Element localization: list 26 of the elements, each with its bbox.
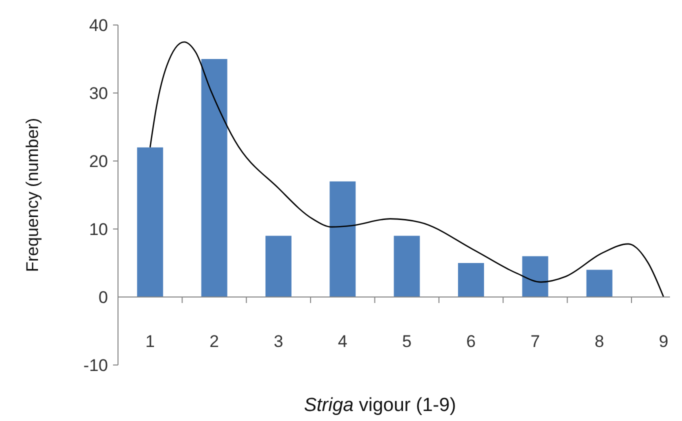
- x-tick-label: 6: [466, 332, 476, 351]
- bar: [265, 236, 292, 297]
- y-tick-label: 30: [89, 84, 108, 103]
- bar: [330, 181, 356, 297]
- x-axis-title: Striga vigour (1-9): [304, 395, 456, 416]
- x-tick-label: 2: [210, 332, 220, 351]
- y-tick-label: 40: [89, 16, 108, 35]
- bar: [458, 263, 484, 297]
- x-tick-label: 8: [594, 332, 604, 351]
- x-tick-label: 9: [658, 332, 668, 351]
- y-tick-label: -10: [83, 356, 108, 375]
- bar: [201, 59, 228, 297]
- y-tick-label: 0: [98, 288, 108, 307]
- y-tick-label: 20: [89, 152, 108, 171]
- x-tick-label: 7: [530, 332, 540, 351]
- bar: [394, 236, 420, 297]
- y-tick-label: 10: [89, 220, 108, 239]
- x-tick-label: 3: [274, 332, 284, 351]
- x-tick-label: 1: [145, 332, 155, 351]
- y-axis-title: Frequency (number): [23, 118, 42, 272]
- x-tick-label: 5: [402, 332, 412, 351]
- bar: [522, 256, 548, 297]
- bar: [137, 147, 164, 297]
- line-series: [149, 41, 664, 298]
- x-tick-label: 4: [338, 332, 348, 351]
- bar: [586, 270, 612, 297]
